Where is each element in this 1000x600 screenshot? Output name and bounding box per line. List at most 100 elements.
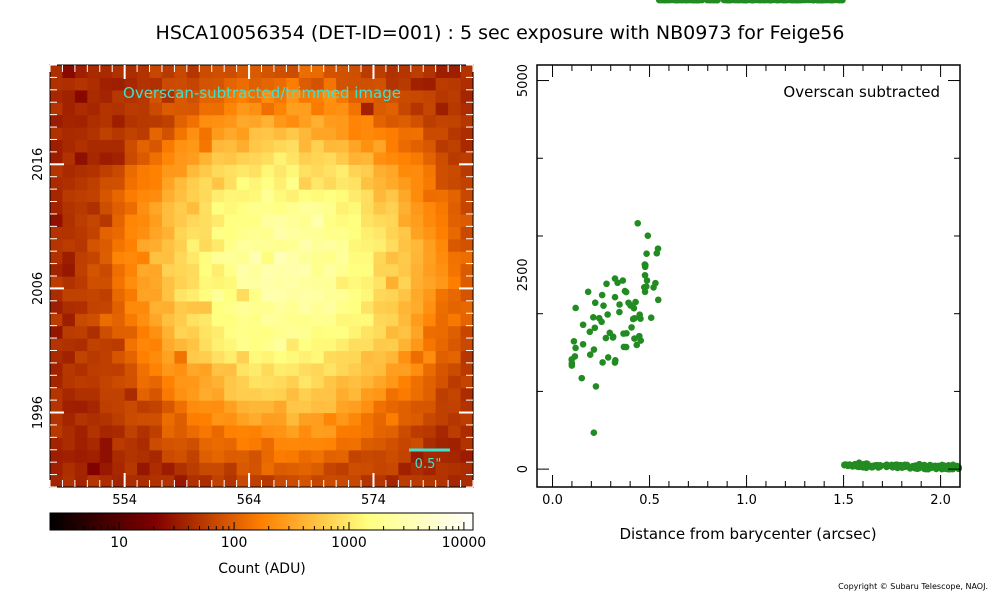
heatmap-cell — [311, 276, 325, 290]
heatmap-cell — [423, 226, 437, 240]
heatmap-cell — [373, 77, 387, 91]
heatmap-cell — [174, 238, 188, 252]
heatmap-cell — [323, 77, 337, 91]
heatmap-cell — [298, 276, 312, 290]
heatmap-cell — [74, 114, 88, 128]
heatmap-cell — [261, 65, 275, 79]
heatmap-cell — [224, 375, 238, 389]
heatmap-cell — [323, 412, 337, 426]
heatmap-cell — [323, 151, 337, 165]
scatter-point — [644, 232, 652, 239]
heatmap-cell — [261, 102, 275, 116]
heatmap-cell — [87, 313, 101, 327]
heatmap-cell — [286, 288, 300, 302]
heatmap-cell — [224, 151, 238, 165]
heatmap-cell — [249, 263, 263, 277]
heatmap-cell — [460, 263, 474, 277]
heatmap-cell — [385, 437, 399, 451]
heatmap-cell — [298, 213, 312, 227]
scatter-point — [572, 344, 579, 352]
heatmap-cell — [211, 387, 225, 401]
heatmap-cell — [423, 276, 437, 290]
scatter-point — [865, 461, 872, 469]
heatmap-cell — [149, 424, 163, 438]
heatmap-cell — [112, 387, 126, 401]
scatter-point — [586, 351, 594, 359]
heatmap-cell — [460, 424, 474, 438]
heatmap-cell — [174, 375, 188, 389]
heatmap-cell — [448, 338, 462, 352]
heatmap-cell — [74, 362, 88, 376]
scatter-point — [653, 249, 661, 257]
heatmap-cell — [286, 449, 300, 463]
heatmap-cell — [323, 127, 337, 141]
heatmap-cell — [161, 77, 176, 91]
heatmap-cell — [460, 65, 474, 79]
heatmap-cell — [311, 151, 325, 165]
heatmap-cell — [410, 325, 424, 339]
heatmap-cell — [298, 114, 312, 128]
heatmap-cell — [224, 139, 238, 153]
heatmap-cell — [149, 127, 163, 141]
heatmap-cell — [423, 251, 437, 265]
heatmap-cell — [261, 437, 275, 451]
scatter-points — [568, 0, 963, 473]
heatmap-cell — [336, 474, 350, 488]
heatmap-cell — [385, 114, 399, 128]
heatmap-cell — [174, 449, 188, 463]
heatmap-cell — [273, 65, 287, 79]
heatmap-cell — [373, 350, 387, 364]
heatmap-cell — [373, 325, 387, 339]
scatter-point — [641, 271, 649, 279]
heatmap-cell — [448, 449, 462, 463]
heatmap-cell — [112, 102, 126, 116]
heatmap-cell — [186, 151, 200, 165]
scatter-point — [614, 279, 621, 287]
heatmap-cell — [149, 164, 163, 178]
heatmap-cell — [236, 164, 250, 178]
heatmap-cell — [112, 449, 126, 463]
heatmap-cell — [249, 114, 263, 128]
heatmap-cell — [224, 424, 238, 438]
heatmap-cell — [199, 350, 213, 364]
heatmap-cell — [74, 176, 88, 190]
heatmap-cell — [336, 77, 350, 91]
heatmap-cell — [137, 474, 151, 488]
heatmap-cell — [323, 474, 337, 488]
heatmap-cell — [385, 375, 399, 389]
heatmap-cell — [336, 189, 350, 203]
scatter-point — [600, 302, 607, 309]
heatmap-cell — [249, 151, 263, 165]
heatmap-cell — [311, 387, 325, 401]
heatmap-cell — [410, 462, 424, 476]
heatmap-cell — [224, 102, 238, 116]
heatmap-cell — [361, 251, 375, 265]
heatmap-cell — [361, 226, 375, 240]
heatmap-cell — [224, 462, 238, 476]
heatmap-cell — [161, 276, 176, 290]
heatmap-cell — [361, 424, 375, 438]
heatmap-cell — [373, 400, 387, 414]
heatmap-cell — [410, 350, 424, 364]
heatmap-cell — [460, 300, 474, 314]
heatmap-cell — [373, 102, 387, 116]
heatmap-cell — [124, 400, 138, 414]
heatmap-cell — [211, 127, 225, 141]
heatmap-cell — [137, 300, 151, 314]
heatmap-cell — [50, 213, 64, 227]
heatmap-cell — [435, 139, 449, 153]
heatmap-cell — [124, 114, 138, 128]
heatmap-cell — [410, 89, 424, 103]
heatmap-cell — [249, 226, 263, 240]
heatmap-cell — [336, 276, 350, 290]
heatmap-cell — [286, 362, 300, 376]
heatmap-cell — [236, 424, 250, 438]
heatmap-cell — [336, 226, 350, 240]
heatmap-cell — [423, 350, 437, 364]
heatmap-cell — [273, 400, 287, 414]
heatmap-cell — [174, 226, 188, 240]
heatmap-cell — [398, 114, 412, 128]
heatmap-cell — [273, 164, 287, 178]
heatmap-cell — [273, 238, 287, 252]
heatmap-cell — [74, 462, 88, 476]
